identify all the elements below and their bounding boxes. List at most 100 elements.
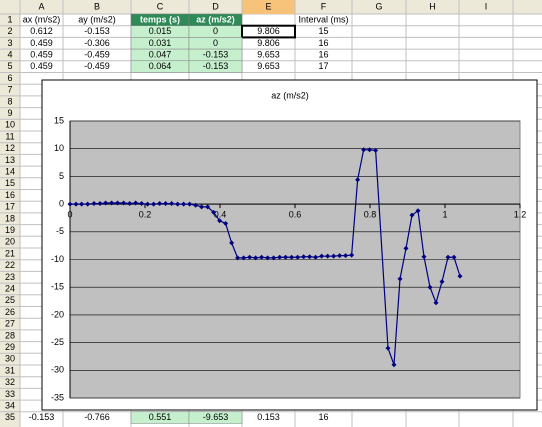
row-number: 28: [5, 330, 15, 340]
data-point: [115, 200, 121, 206]
row-number: 30: [5, 354, 15, 364]
row-number: 14: [5, 166, 15, 176]
cell: 9.653: [257, 61, 280, 71]
data-point: [433, 300, 439, 306]
y-tick-label: 0: [59, 198, 64, 208]
row-number: 12: [5, 143, 15, 153]
data-point: [259, 254, 265, 260]
data-point: [337, 253, 343, 259]
y-tick-label: 5: [59, 171, 64, 181]
row-header-bar: [0, 0, 20, 427]
cell: 9.806: [257, 38, 280, 48]
data-point: [73, 201, 79, 207]
row-number: 7: [7, 85, 12, 95]
data-point: [175, 201, 181, 207]
row-number: 31: [5, 365, 15, 375]
cell: 16: [318, 49, 328, 59]
data-point: [91, 201, 97, 207]
selected-cell[interactable]: [241, 24, 296, 39]
data-point: [373, 147, 379, 153]
y-tick-label: -35: [51, 392, 64, 402]
cell: -0.153: [29, 412, 55, 422]
cell: 0.064: [149, 61, 172, 71]
cell: temps (s): [140, 14, 180, 24]
cell: 16: [318, 412, 328, 422]
data-point: [271, 255, 277, 261]
row-number: 23: [5, 272, 15, 282]
x-tick-label: 0: [67, 209, 72, 219]
data-point: [415, 208, 421, 214]
data-point: [361, 147, 367, 153]
y-tick-label: -15: [51, 282, 64, 292]
cell: 0: [213, 26, 218, 36]
row-number: 22: [5, 260, 15, 270]
data-point: [169, 201, 175, 207]
cell: ax (m/s2): [23, 14, 61, 24]
data-point: [121, 200, 127, 206]
cell: -0.153: [203, 61, 229, 71]
cell: 16: [318, 38, 328, 48]
row-number: 16: [5, 190, 15, 200]
row-number: 13: [5, 155, 15, 165]
cell: -0.306: [84, 38, 110, 48]
data-point: [205, 204, 211, 210]
cell: 0.551: [149, 412, 172, 422]
data-point: [199, 204, 205, 210]
x-tick-label: 0.8: [364, 209, 377, 219]
data-point: [313, 254, 319, 260]
cell: 0.047: [149, 49, 172, 59]
col-header: G: [375, 1, 382, 11]
cell: Interval (ms): [298, 14, 348, 24]
data-point: [427, 284, 433, 290]
data-point: [103, 200, 109, 206]
row-number: 25: [5, 295, 15, 305]
data-point: [343, 253, 349, 259]
data-point: [139, 201, 145, 207]
row-number: 32: [5, 377, 15, 387]
data-point: [307, 254, 313, 260]
x-tick-label: 1.2: [514, 209, 527, 219]
data-point: [229, 240, 235, 246]
cell: -9.653: [203, 412, 229, 422]
x-tick-label: 1: [442, 209, 447, 219]
row-number: 26: [5, 307, 15, 317]
data-point: [67, 201, 73, 207]
row-number: 21: [5, 248, 15, 258]
row-number: 27: [5, 319, 15, 329]
cell: 0.459: [30, 61, 53, 71]
col-header: F: [321, 1, 327, 11]
row-number: 11: [5, 131, 14, 141]
data-point: [187, 201, 193, 207]
data-point: [181, 201, 187, 207]
cell: 17: [318, 61, 328, 71]
y-tick-label: 15: [54, 115, 64, 125]
data-point: [385, 345, 391, 351]
data-point: [457, 273, 463, 279]
cell: 9.653: [257, 49, 280, 59]
data-point: [127, 201, 133, 207]
data-point: [85, 201, 91, 207]
data-point: [235, 255, 241, 261]
data-point: [295, 254, 301, 260]
y-tick-label: -5: [56, 226, 64, 236]
data-point: [265, 255, 271, 261]
data-point: [217, 218, 223, 224]
row-number: 8: [7, 96, 12, 106]
data-point: [247, 254, 253, 260]
y-tick-label: -20: [51, 309, 64, 319]
data-point: [391, 362, 397, 368]
row-number: 17: [5, 202, 15, 212]
cell: 15: [318, 26, 328, 36]
data-point: [439, 279, 445, 285]
row-number: 33: [5, 389, 15, 399]
data-point: [145, 201, 151, 207]
data-point: [451, 254, 457, 260]
cell-bg: [188, 411, 243, 424]
cell: 0.015: [149, 26, 172, 36]
cell: -0.153: [203, 49, 229, 59]
data-point: [163, 201, 169, 207]
row-number: 6: [7, 73, 12, 83]
data-point: [403, 245, 409, 251]
cell: ay (m/s2): [78, 14, 116, 24]
